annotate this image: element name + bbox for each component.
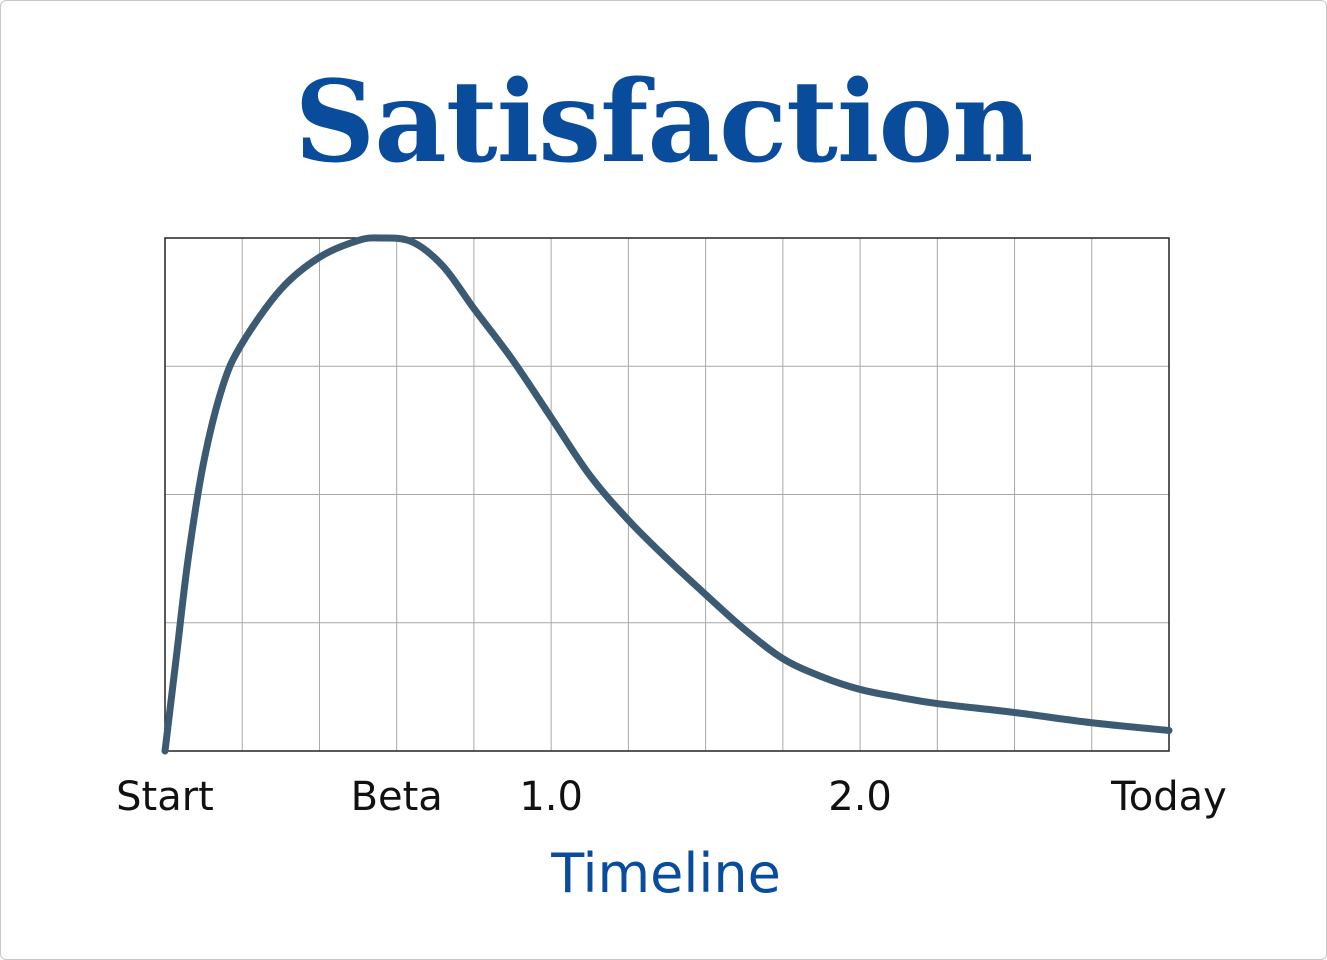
x-tick-label: Beta <box>351 774 443 820</box>
x-tick-label: 1.0 <box>519 774 583 820</box>
x-tick-label: 2.0 <box>828 774 892 820</box>
plot-border <box>164 237 1170 752</box>
x-axis-title: Timeline <box>550 842 781 905</box>
grid-lines <box>165 238 1169 751</box>
series-line <box>161 234 1173 755</box>
x-tick-label: Today <box>1110 774 1227 820</box>
x-tick-labels: Start Beta 1.0 2.0 Today <box>116 774 1227 820</box>
chart-title: Satisfaction <box>294 57 1033 188</box>
x-tick-label: Start <box>116 774 214 820</box>
